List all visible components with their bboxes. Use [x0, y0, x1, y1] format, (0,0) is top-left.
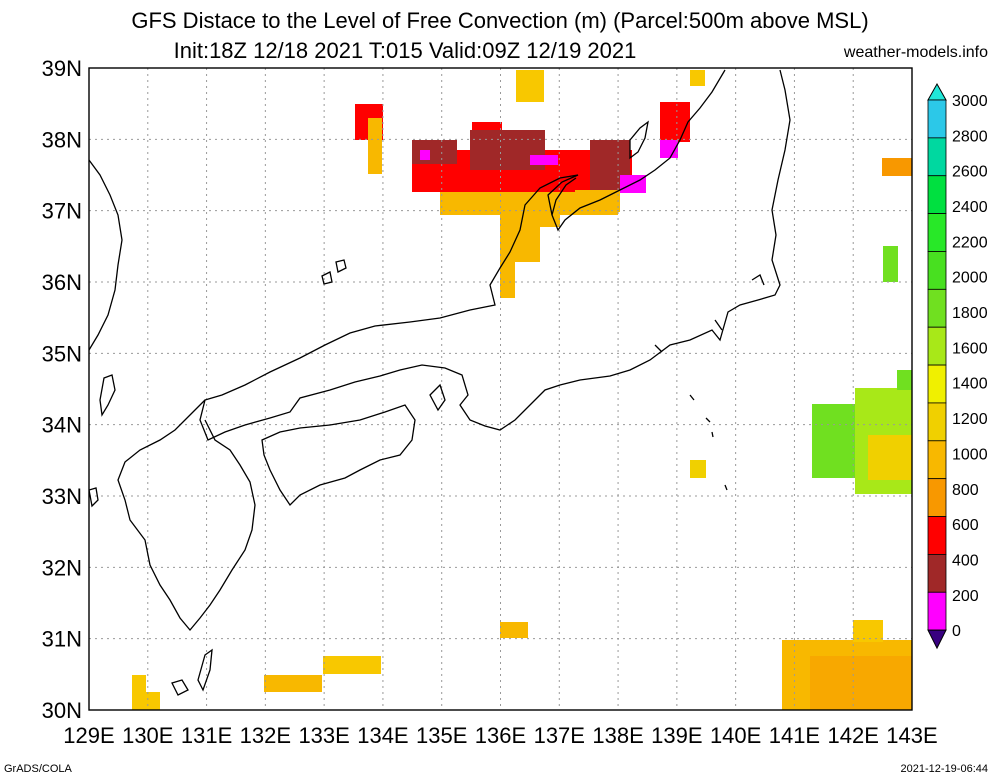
colorbar-label: 800	[952, 482, 979, 499]
colorbar-label: 2400	[952, 199, 988, 216]
lat-tick-labels: 39N 38N 37N 36N 35N 34N 33N 32N 31N 30N	[42, 56, 82, 723]
map-title: GFS Distace to the Level of Free Convect…	[131, 8, 869, 33]
lat-tick-label: 35N	[42, 341, 82, 366]
colorbar-segment	[927, 591, 947, 631]
lon-tick-label: 129E	[63, 723, 114, 748]
honshu-coast	[199, 69, 791, 441]
oki-island	[321, 259, 347, 285]
shade-pacific-east	[690, 158, 912, 494]
colorbar-segment	[927, 175, 947, 215]
colorbar-label: 2600	[952, 164, 988, 181]
lon-tick-label: 139E	[651, 723, 702, 748]
colorbar-label: 400	[952, 552, 979, 569]
colorbar-label: 2800	[952, 128, 988, 145]
korea-coast	[89, 159, 123, 351]
colorbar-bottom-arrow	[927, 629, 947, 650]
colorbar-label: 2200	[952, 234, 988, 251]
lon-tick-label: 143E	[886, 723, 937, 748]
lon-tick-label: 141E	[769, 723, 820, 748]
colorbar-segment	[927, 213, 947, 252]
colorbar-label: 1000	[952, 446, 988, 463]
colorbar-label: 200	[952, 588, 979, 605]
colorbar-segment	[927, 554, 947, 593]
grid-lines	[89, 68, 912, 710]
sado-island	[629, 120, 649, 160]
lon-tick-label: 132E	[240, 723, 291, 748]
lat-tick-label: 33N	[42, 484, 82, 509]
lon-tick-labels: 129E 130E 131E 132E 133E 134E 135E 136E 137E 138E…	[63, 723, 937, 748]
colorbar-label: 1800	[952, 305, 988, 322]
lon-tick-label: 137E	[534, 723, 585, 748]
site-credit: weather-models.info	[843, 44, 988, 61]
tsushima-island	[99, 374, 116, 417]
colorbar-label: 0	[952, 623, 961, 640]
colorbar-label: 1600	[952, 340, 988, 357]
colorbar-segment	[927, 251, 947, 290]
lat-tick-label: 30N	[42, 698, 82, 723]
coastlines	[89, 69, 791, 696]
colorbar-segment	[927, 364, 947, 404]
colorbar-segment	[927, 516, 947, 555]
lat-tick-label: 36N	[42, 270, 82, 295]
shade-japan-sea	[355, 70, 705, 298]
map-subtitle: Init:18Z 12/18 2021 T:015 Valid:09Z 12/1…	[173, 38, 637, 63]
lon-tick-label: 138E	[592, 723, 643, 748]
lat-tick-label: 37N	[42, 199, 82, 224]
izu-islands	[689, 394, 728, 491]
lon-tick-label: 140E	[710, 723, 761, 748]
lon-tick-label: 134E	[357, 723, 408, 748]
lat-tick-label: 32N	[42, 555, 82, 580]
lon-tick-label: 131E	[181, 723, 232, 748]
colorbar-segment	[927, 288, 947, 328]
colorbar-segment	[927, 137, 947, 177]
tanega-island	[197, 648, 213, 692]
colorbar-label: 2000	[952, 270, 988, 287]
colorbar-segment	[927, 402, 947, 442]
lat-tick-label: 38N	[42, 127, 82, 152]
colorbar: 3000280026002400220020001800160014001200…	[927, 82, 988, 650]
colorbar-label: 1200	[952, 411, 988, 428]
footer-timestamp: 2021-12-19-06:44	[900, 763, 988, 775]
lon-tick-label: 130E	[122, 723, 173, 748]
colorbar-segment	[927, 326, 947, 366]
colorbar-segment	[927, 478, 947, 517]
shikoku-coast	[261, 404, 416, 507]
lon-tick-label: 142E	[828, 723, 879, 748]
colorbar-segment	[927, 440, 947, 480]
noto-peninsula	[551, 177, 577, 216]
shade-south	[132, 620, 912, 710]
lon-tick-label: 133E	[298, 723, 349, 748]
footer-software: GrADS/COLA	[4, 763, 72, 775]
goto-islands	[89, 487, 99, 508]
coast-detail-east	[654, 274, 765, 353]
shading-layer	[132, 70, 912, 710]
awaji-island	[429, 383, 446, 412]
plot-frame	[88, 67, 913, 711]
yaku-island	[171, 679, 189, 696]
colorbar-label: 3000	[952, 93, 988, 110]
lon-tick-label: 135E	[416, 723, 467, 748]
kyushu-coast	[117, 399, 256, 632]
colorbar-top-arrow	[927, 82, 947, 101]
colorbar-label: 600	[952, 517, 979, 534]
lon-tick-label: 136E	[475, 723, 526, 748]
lat-tick-label: 31N	[42, 627, 82, 652]
colorbar-label: 1400	[952, 376, 988, 393]
colorbar-segment	[927, 99, 947, 139]
lat-tick-label: 39N	[42, 56, 82, 81]
lat-tick-label: 34N	[42, 413, 82, 438]
